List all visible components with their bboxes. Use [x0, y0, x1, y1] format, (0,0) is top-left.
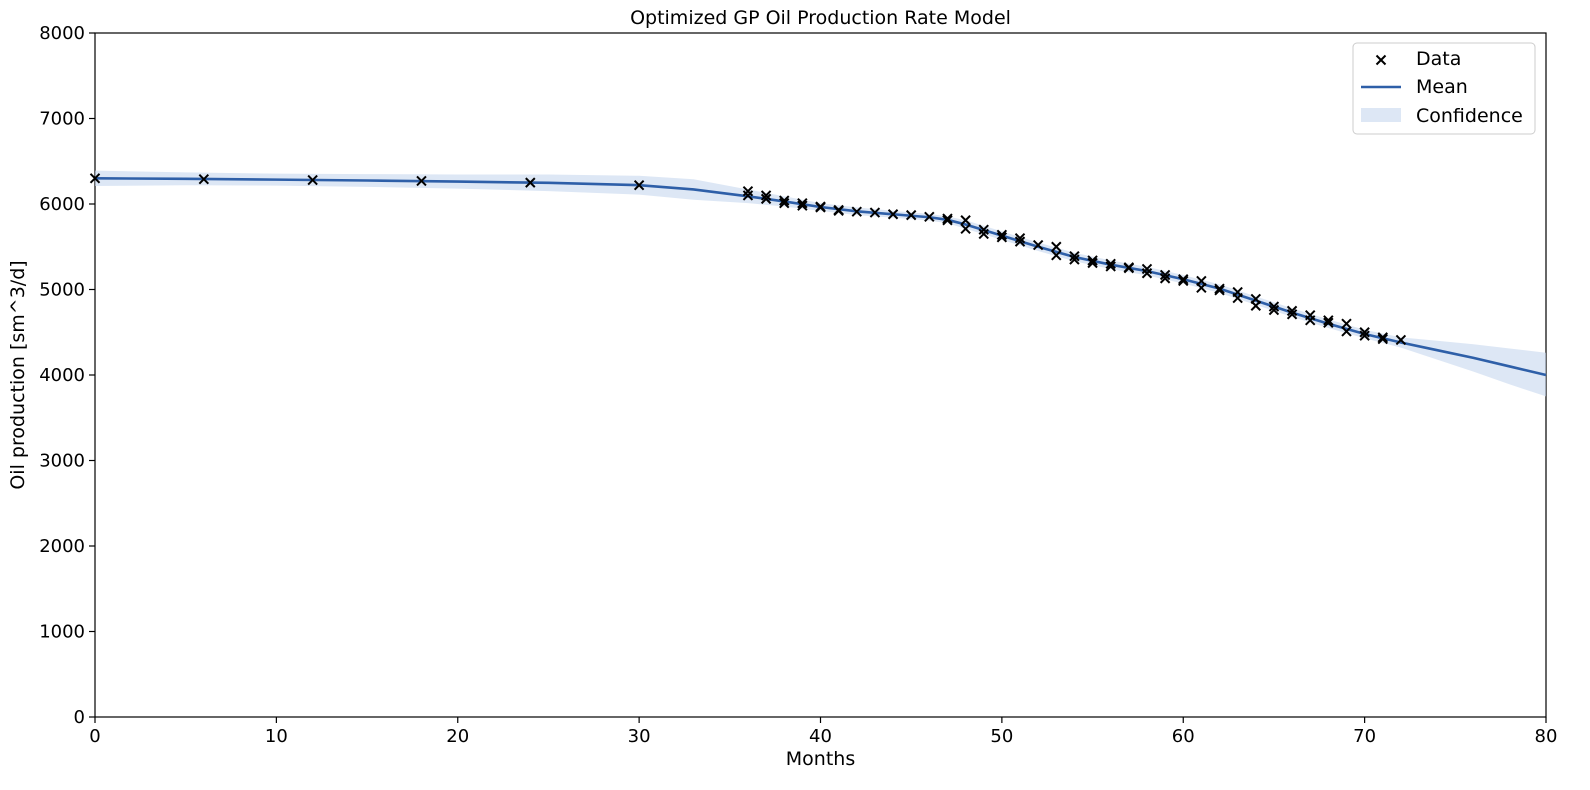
legend: Data Mean Confidence	[1352, 42, 1536, 135]
data-point-marker	[307, 174, 318, 186]
legend-data-marker-icon	[1375, 54, 1387, 66]
data-point-marker	[815, 202, 826, 213]
y-axis-label: Oil production [sm^3/d]	[7, 260, 29, 489]
data-point-marker	[525, 177, 536, 188]
data-point-marker	[1178, 275, 1189, 287]
data-point-marker	[198, 173, 210, 185]
y-tick-label: 7000	[39, 109, 85, 130]
data-point-marker	[1014, 236, 1026, 247]
data-points	[89, 173, 1407, 346]
data-point-marker	[1014, 232, 1026, 244]
data-point-marker	[1359, 327, 1370, 338]
data-point-marker	[742, 190, 754, 201]
y-tick-label: 1000	[39, 622, 85, 643]
x-tick-label: 30	[628, 726, 651, 747]
data-point-marker	[797, 197, 808, 209]
x-tick-label: 0	[89, 726, 100, 747]
data-point-marker	[1069, 254, 1080, 265]
data-point-marker	[851, 206, 862, 217]
data-point-marker	[760, 193, 772, 205]
plot-area-frame	[94, 32, 1547, 718]
data-point-marker	[1341, 326, 1352, 337]
data-point-marker	[416, 175, 427, 187]
data-point-marker	[1069, 250, 1080, 262]
data-point-marker	[1395, 334, 1407, 346]
data-point-marker	[960, 215, 971, 226]
data-point-marker	[1087, 257, 1098, 269]
data-point-marker	[1214, 283, 1225, 294]
data-point-marker	[1323, 315, 1334, 326]
data-point-marker	[924, 211, 935, 223]
data-point-marker	[996, 232, 1008, 243]
x-tick-label: 40	[809, 726, 832, 747]
y-tick-label: 0	[74, 707, 85, 728]
x-tick-label: 80	[1535, 726, 1558, 747]
data-point-marker	[869, 207, 881, 218]
x-tick-label: 70	[1353, 726, 1376, 747]
data-point-marker	[1178, 274, 1189, 285]
data-point-marker	[633, 179, 645, 191]
y-tick-label: 6000	[39, 194, 85, 215]
data-point-marker	[996, 229, 1008, 240]
data-point-marker	[779, 195, 790, 206]
data-point-marker	[1377, 333, 1388, 345]
y-tick-label: 5000	[39, 280, 85, 301]
legend-label-mean: Mean	[1416, 76, 1468, 98]
x-tick-label: 50	[990, 726, 1013, 747]
data-point-marker	[1141, 268, 1153, 279]
data-point-marker	[1341, 318, 1352, 329]
data-point-marker	[1051, 250, 1062, 261]
x-axis-label: Months	[786, 748, 855, 770]
data-point-marker	[905, 209, 917, 221]
data-point-marker	[1032, 239, 1044, 251]
data-point-marker	[1323, 317, 1334, 329]
data-point-marker	[1141, 263, 1153, 275]
legend-label-confidence: Confidence	[1416, 105, 1523, 127]
data-point-marker	[1268, 304, 1280, 316]
data-point-marker	[779, 197, 790, 209]
data-point-marker	[942, 213, 953, 224]
data-point-marker	[1286, 309, 1298, 320]
data-point-marker	[887, 209, 899, 220]
x-tick-label: 20	[446, 726, 469, 747]
data-point-marker	[1286, 305, 1298, 317]
y-axis: 0 1000 2000 3000 4000 5000 6000 7000 8000	[39, 23, 95, 728]
data-point-marker	[1359, 330, 1370, 341]
chart-title: Optimized GP Oil Production Rate Model	[630, 7, 1011, 29]
x-axis: 0 10 20 30 40 50 60 70 80	[89, 717, 1557, 747]
legend-label-data: Data	[1416, 48, 1461, 70]
x-tick-label: 10	[265, 726, 288, 747]
y-tick-label: 8000	[39, 23, 85, 44]
confidence-band	[95, 170, 1546, 397]
data-point-marker	[760, 190, 772, 201]
data-point-marker	[1105, 261, 1116, 272]
y-tick-label: 4000	[39, 365, 85, 386]
data-point-marker	[797, 200, 808, 211]
data-point-marker	[1123, 262, 1135, 274]
data-point-marker	[1159, 273, 1171, 284]
data-point-marker	[1377, 332, 1388, 343]
y-tick-label: 3000	[39, 451, 85, 472]
data-point-marker	[1105, 258, 1116, 270]
legend-confidence-swatch	[1361, 108, 1401, 122]
data-point-marker	[1196, 282, 1207, 293]
data-point-marker	[1087, 255, 1098, 266]
data-point-marker	[1214, 285, 1225, 296]
data-point-marker	[1051, 241, 1062, 252]
y-tick-label: 2000	[39, 536, 85, 557]
data-point-marker	[89, 173, 101, 184]
data-point-marker	[1250, 300, 1262, 311]
x-tick-label: 60	[1172, 726, 1195, 747]
data-point-marker	[833, 205, 844, 217]
data-point-marker	[942, 215, 953, 226]
data-point-marker	[1305, 315, 1316, 326]
data-point-marker	[1232, 292, 1243, 304]
data-point-marker	[978, 228, 989, 240]
data-point-marker	[978, 224, 989, 235]
data-point-marker	[742, 185, 754, 197]
data-point-marker	[1268, 301, 1280, 312]
data-point-marker	[960, 223, 971, 235]
data-point-marker	[1159, 269, 1171, 281]
